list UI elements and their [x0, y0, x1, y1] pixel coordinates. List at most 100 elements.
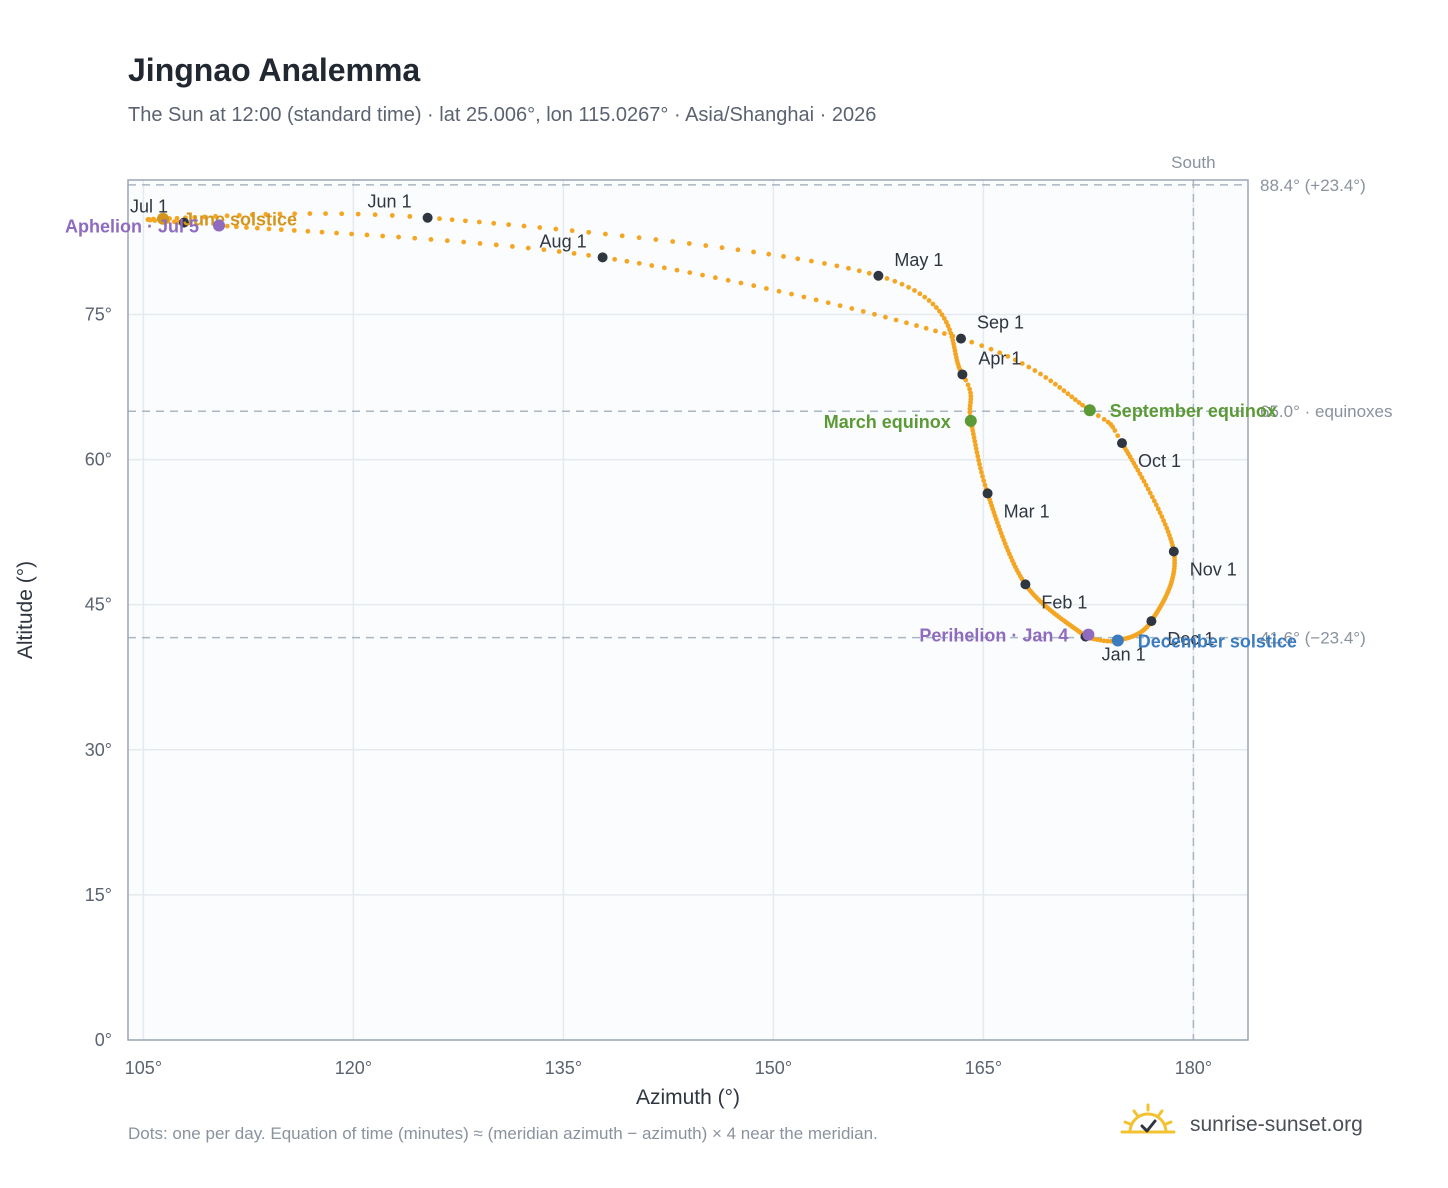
month-marker-dot — [957, 369, 968, 380]
sun-position-dot — [687, 270, 693, 275]
sun-position-dot — [277, 211, 283, 217]
brand[interactable]: sunrise-sunset.org — [1120, 1102, 1390, 1150]
sun-position-dot — [933, 305, 939, 310]
x-tick-label: 180° — [1175, 1058, 1212, 1078]
sun-position-dot — [923, 325, 929, 331]
event-marker-dot — [1111, 634, 1124, 647]
y-tick-label: 30° — [85, 740, 112, 760]
sun-position-dot — [866, 270, 872, 276]
month-marker-label: Sep 1 — [977, 313, 1024, 333]
sun-position-dot — [912, 288, 917, 293]
sun-position-dot — [945, 323, 951, 329]
sun-position-dot — [1161, 518, 1166, 523]
month-marker-label: Apr 1 — [978, 348, 1021, 368]
event-marker-label: December solstice — [1138, 631, 1297, 651]
sun-position-dot — [943, 319, 949, 325]
sun-position-dot — [319, 229, 325, 235]
x-tick-label: 135° — [545, 1058, 582, 1078]
event-marker-label: September equinox — [1110, 401, 1277, 421]
sun-position-dot — [553, 226, 559, 232]
sun-position-dot — [981, 478, 987, 484]
sun-position-dot — [766, 251, 772, 257]
month-marker-dot — [422, 212, 433, 223]
sun-position-dot — [764, 286, 769, 291]
sun-position-dot — [1057, 385, 1063, 390]
sun-position-dot — [1052, 381, 1058, 387]
sun-position-dot — [428, 237, 434, 242]
sun-position-dot — [224, 223, 230, 229]
month-marker-label: Jul 1 — [130, 197, 168, 217]
sun-position-dot — [556, 249, 562, 254]
sun-position-dot — [967, 386, 973, 392]
sun-position-dot — [776, 288, 782, 294]
sun-position-dot — [751, 249, 756, 255]
sun-position-dot — [979, 469, 984, 475]
sun-position-dot — [236, 212, 242, 218]
month-marker-label: Nov 1 — [1190, 559, 1237, 579]
plot-background — [128, 180, 1248, 1040]
sun-position-dot — [965, 382, 971, 388]
sun-position-dot — [933, 328, 938, 334]
chart-title: Jingnao Analemma — [128, 52, 421, 88]
x-tick-label: 105° — [125, 1058, 162, 1078]
sun-position-dot — [224, 213, 230, 219]
sun-position-dot — [942, 331, 947, 336]
y-tick-label: 0° — [95, 1030, 112, 1050]
sun-position-dot — [349, 231, 354, 237]
reference-lines: 88.4° (+23.4°) 65.0° · equinoxes 41.6° (−2… — [128, 153, 1393, 1040]
sun-position-dot — [883, 314, 888, 320]
x-tick-label: 150° — [755, 1058, 792, 1078]
sun-position-dot — [171, 219, 177, 225]
sun-position-dot — [636, 260, 642, 266]
month-marker-dot — [1117, 438, 1127, 449]
sun-position-dot — [1069, 394, 1075, 400]
sun-position-dot — [249, 212, 255, 218]
sun-position-dot — [860, 309, 866, 314]
daily-sun-dots — [145, 211, 1178, 644]
sun-position-dot — [1162, 521, 1168, 527]
sun-position-dot — [703, 243, 709, 248]
sun-position-dot — [936, 308, 942, 314]
sun-position-dot — [586, 252, 591, 258]
sun-position-dot — [795, 256, 801, 262]
event-marker-dot — [213, 219, 225, 232]
sun-position-dot — [147, 217, 153, 223]
sun-position-dot — [988, 346, 994, 352]
month-marker-label: Feb 1 — [1041, 592, 1087, 612]
sun-position-dot — [477, 241, 483, 246]
sun-position-dot — [834, 263, 840, 269]
sun-position-dot — [1104, 638, 1110, 644]
month-marker-dot — [179, 217, 189, 228]
sun-position-dot — [636, 235, 642, 241]
sun-position-dot — [822, 261, 827, 266]
sun-position-dot — [1005, 353, 1011, 359]
sun-position-dot — [735, 247, 741, 253]
sun-position-dot — [813, 297, 819, 303]
sun-position-dot — [997, 350, 1003, 356]
brand-name: sunrise-sunset.org — [1190, 1113, 1363, 1136]
sun-position-dot — [612, 256, 618, 262]
sun-position-dot — [1159, 514, 1165, 520]
sun-position-dot — [856, 268, 862, 274]
sun-position-dot — [254, 225, 260, 231]
month-marker-label: Jan 1 — [1102, 645, 1146, 665]
sun-position-dot — [266, 226, 272, 232]
sun-position-dot — [837, 303, 843, 309]
sun-position-dot — [244, 225, 249, 230]
sun-position-dot — [449, 217, 455, 223]
sun-position-dot — [950, 333, 956, 339]
plot-frame — [127, 179, 1249, 1041]
x-tick-label: 120° — [335, 1058, 372, 1078]
sun-position-dot — [493, 242, 499, 248]
y-tick-label: 15° — [85, 885, 112, 905]
sun-position-dot — [506, 222, 512, 228]
sun-position-dot — [939, 312, 945, 318]
sun-position-dot — [789, 291, 794, 297]
sun-position-dot — [846, 265, 851, 271]
event-marker-dot — [1082, 628, 1095, 641]
chart-subtitle: The Sun at 12:00 (standard time) · lat 2… — [128, 104, 877, 126]
sun-position-dot — [291, 228, 297, 233]
event-marker-label: June solstice — [183, 210, 297, 230]
sun-position-dot — [712, 275, 718, 281]
sun-position-dot — [974, 450, 980, 455]
